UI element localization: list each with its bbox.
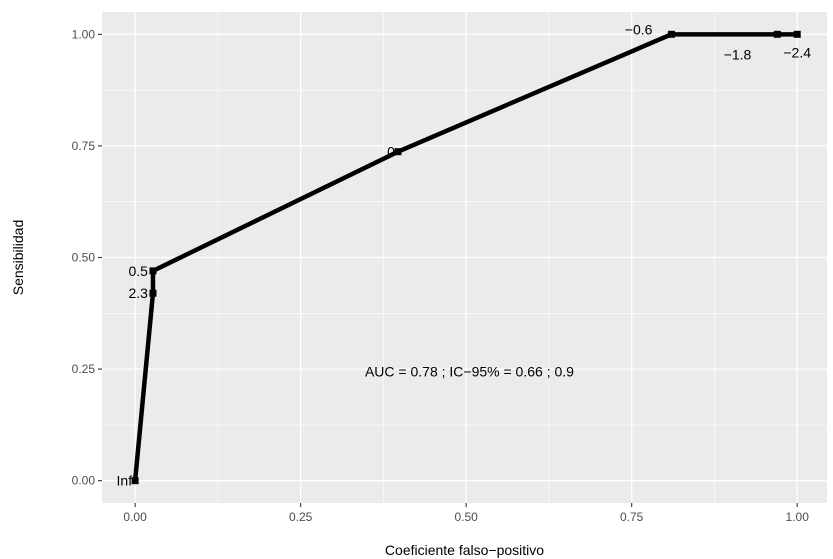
roc-point-label: 0 xyxy=(387,144,395,160)
x-tick-label: 0.25 xyxy=(289,510,313,524)
y-tick-label: 0.25 xyxy=(72,362,96,376)
y-tick-label: 0.00 xyxy=(72,474,96,488)
roc-point-labels: Inf 2.3 0.5 0 −0.6 −1.8 −2.4 xyxy=(117,21,812,488)
roc-point-label: −0.6 xyxy=(625,21,653,37)
x-tick-label: 0.50 xyxy=(454,510,478,524)
x-tick-label: 1.00 xyxy=(786,510,810,524)
y-tick-label: 1.00 xyxy=(72,27,96,41)
roc-point-label: 2.3 xyxy=(129,285,149,301)
y-tick-label: 0.75 xyxy=(72,139,96,153)
roc-point-marker xyxy=(394,148,402,156)
roc-points xyxy=(131,30,801,485)
roc-point-label: 0.5 xyxy=(129,263,149,279)
x-tick-label: 0.75 xyxy=(620,510,644,524)
roc-point-marker xyxy=(793,30,801,38)
roc-point-marker xyxy=(131,477,139,485)
roc-point-label: −2.4 xyxy=(783,44,811,60)
y-axis-title: Sensibilidad xyxy=(10,220,26,296)
x-axis: 0.00 0.25 0.50 0.75 1.00 xyxy=(123,503,809,524)
x-tick-label: 0.00 xyxy=(123,510,147,524)
auc-annotation: AUC = 0.78 ; IC−95% = 0.66 ; 0.9 xyxy=(365,363,574,379)
roc-point-marker xyxy=(667,30,675,38)
roc-point-label: −1.8 xyxy=(724,46,752,62)
x-axis-title: Coeficiente falso−positivo xyxy=(385,542,544,558)
y-axis: 0.00 0.25 0.50 0.75 1.00 xyxy=(72,27,102,488)
roc-point-label: Inf xyxy=(117,473,133,489)
y-tick-label: 0.50 xyxy=(72,251,96,265)
roc-point-marker xyxy=(149,289,157,297)
roc-point-marker xyxy=(149,267,157,275)
roc-point-marker xyxy=(773,30,781,38)
major-gridlines xyxy=(102,12,827,503)
